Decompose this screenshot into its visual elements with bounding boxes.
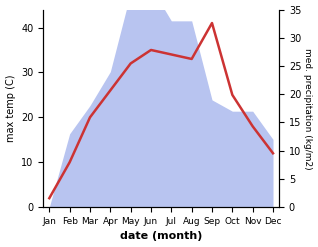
Y-axis label: med. precipitation (kg/m2): med. precipitation (kg/m2) bbox=[303, 48, 313, 169]
Y-axis label: max temp (C): max temp (C) bbox=[5, 75, 16, 142]
X-axis label: date (month): date (month) bbox=[120, 231, 202, 242]
